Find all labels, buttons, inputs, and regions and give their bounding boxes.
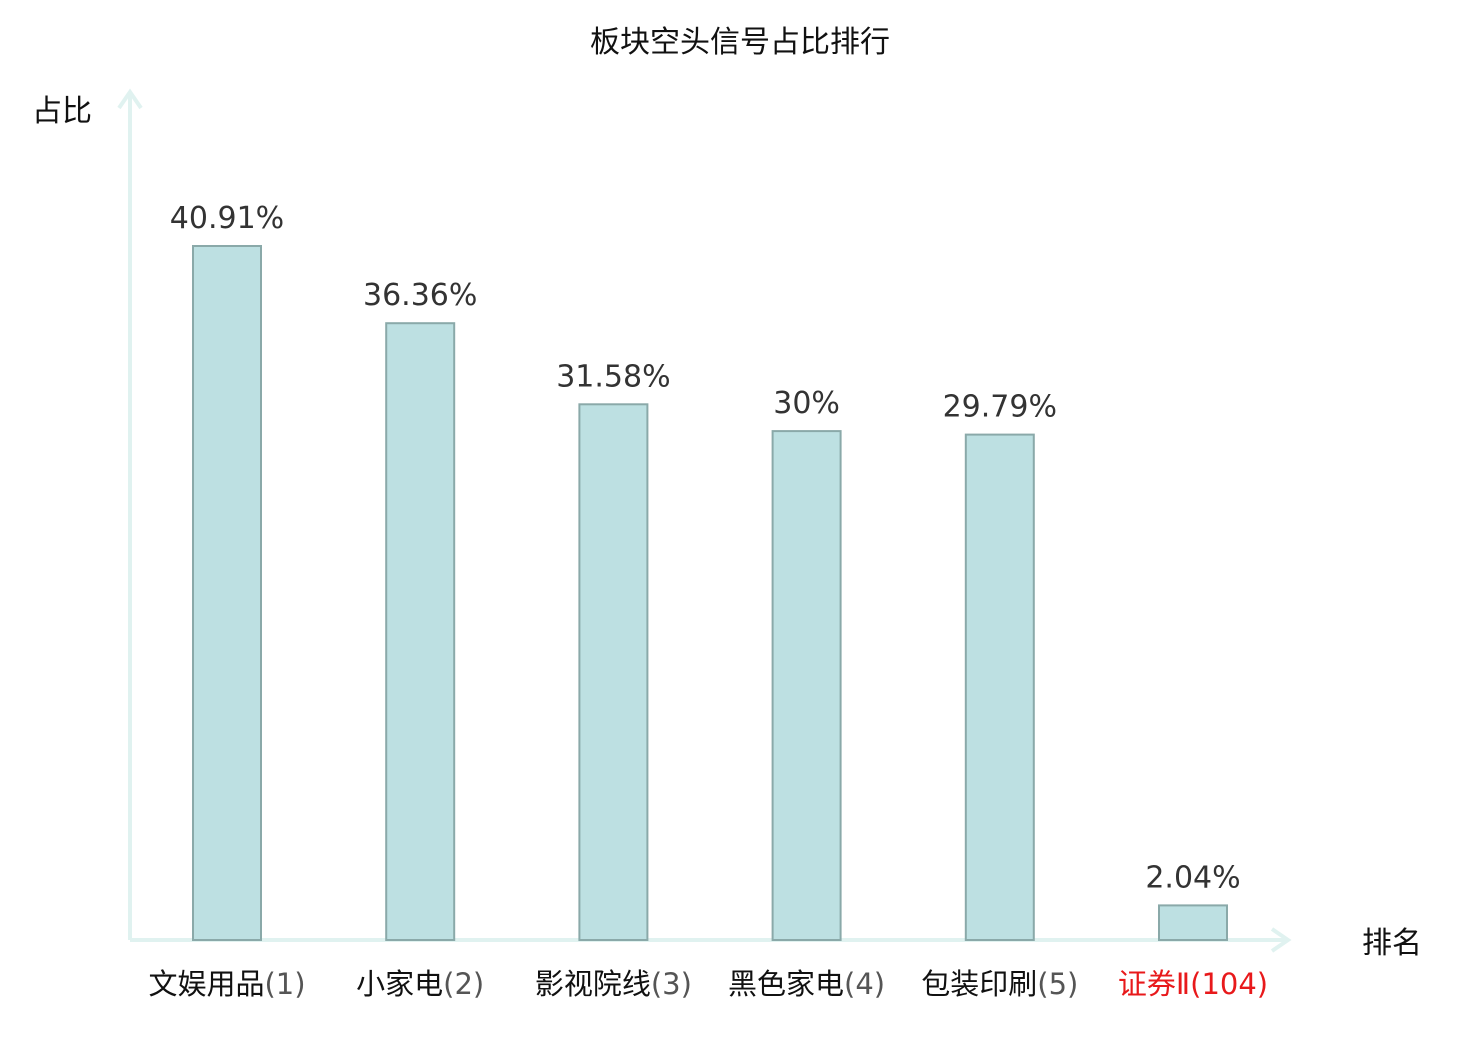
category-rank: (3) bbox=[651, 967, 692, 1001]
category-rank: (104) bbox=[1190, 967, 1268, 1001]
category-name: 文娱用品 bbox=[148, 967, 264, 1001]
bar-value-label: 2.04% bbox=[1145, 860, 1240, 895]
x-axis-label: 排名 bbox=[1362, 926, 1422, 961]
category-label: 文娱用品(1) bbox=[148, 967, 305, 1001]
category-name: 证券Ⅱ bbox=[1118, 967, 1190, 1001]
chart-title: 板块空头信号占比排行 bbox=[590, 25, 890, 60]
bar-value-label: 36.36% bbox=[363, 278, 477, 313]
bar bbox=[1158, 904, 1228, 942]
category-rank: (2) bbox=[443, 967, 484, 1001]
bar bbox=[964, 433, 1035, 941]
category-rank: (4) bbox=[844, 967, 885, 1001]
x-axis-arrow bbox=[1270, 927, 1292, 953]
bar-value-label: 40.91% bbox=[170, 201, 284, 236]
category-name: 影视院线 bbox=[535, 967, 651, 1001]
bar-value-label: 31.58% bbox=[556, 359, 670, 394]
category-label: 小家电(2) bbox=[356, 967, 484, 1001]
bar-value-label: 29.79% bbox=[943, 390, 1057, 425]
category-rank: (5) bbox=[1037, 967, 1078, 1001]
category-name: 小家电 bbox=[356, 967, 443, 1001]
category-name: 包装印刷 bbox=[921, 967, 1037, 1001]
category-label: 证券Ⅱ(104) bbox=[1118, 967, 1268, 1001]
y-axis-arrow bbox=[117, 88, 143, 110]
bar bbox=[771, 430, 842, 941]
bar bbox=[578, 403, 649, 941]
category-label: 包装印刷(5) bbox=[921, 967, 1078, 1001]
bar-value-label: 30% bbox=[773, 386, 840, 421]
category-label: 黑色家电(4) bbox=[728, 967, 885, 1001]
category-name: 黑色家电 bbox=[728, 967, 844, 1001]
bars-group: 40.91% 文娱用品(1) 36.36% 小家电(2) 31.58% 影视院线(3) 30… bbox=[148, 201, 1268, 1001]
bar bbox=[192, 245, 262, 941]
category-rank: (1) bbox=[264, 967, 305, 1001]
bar bbox=[385, 322, 456, 941]
y-axis-label: 占比 bbox=[32, 94, 92, 129]
category-label: 影视院线(3) bbox=[535, 967, 692, 1001]
